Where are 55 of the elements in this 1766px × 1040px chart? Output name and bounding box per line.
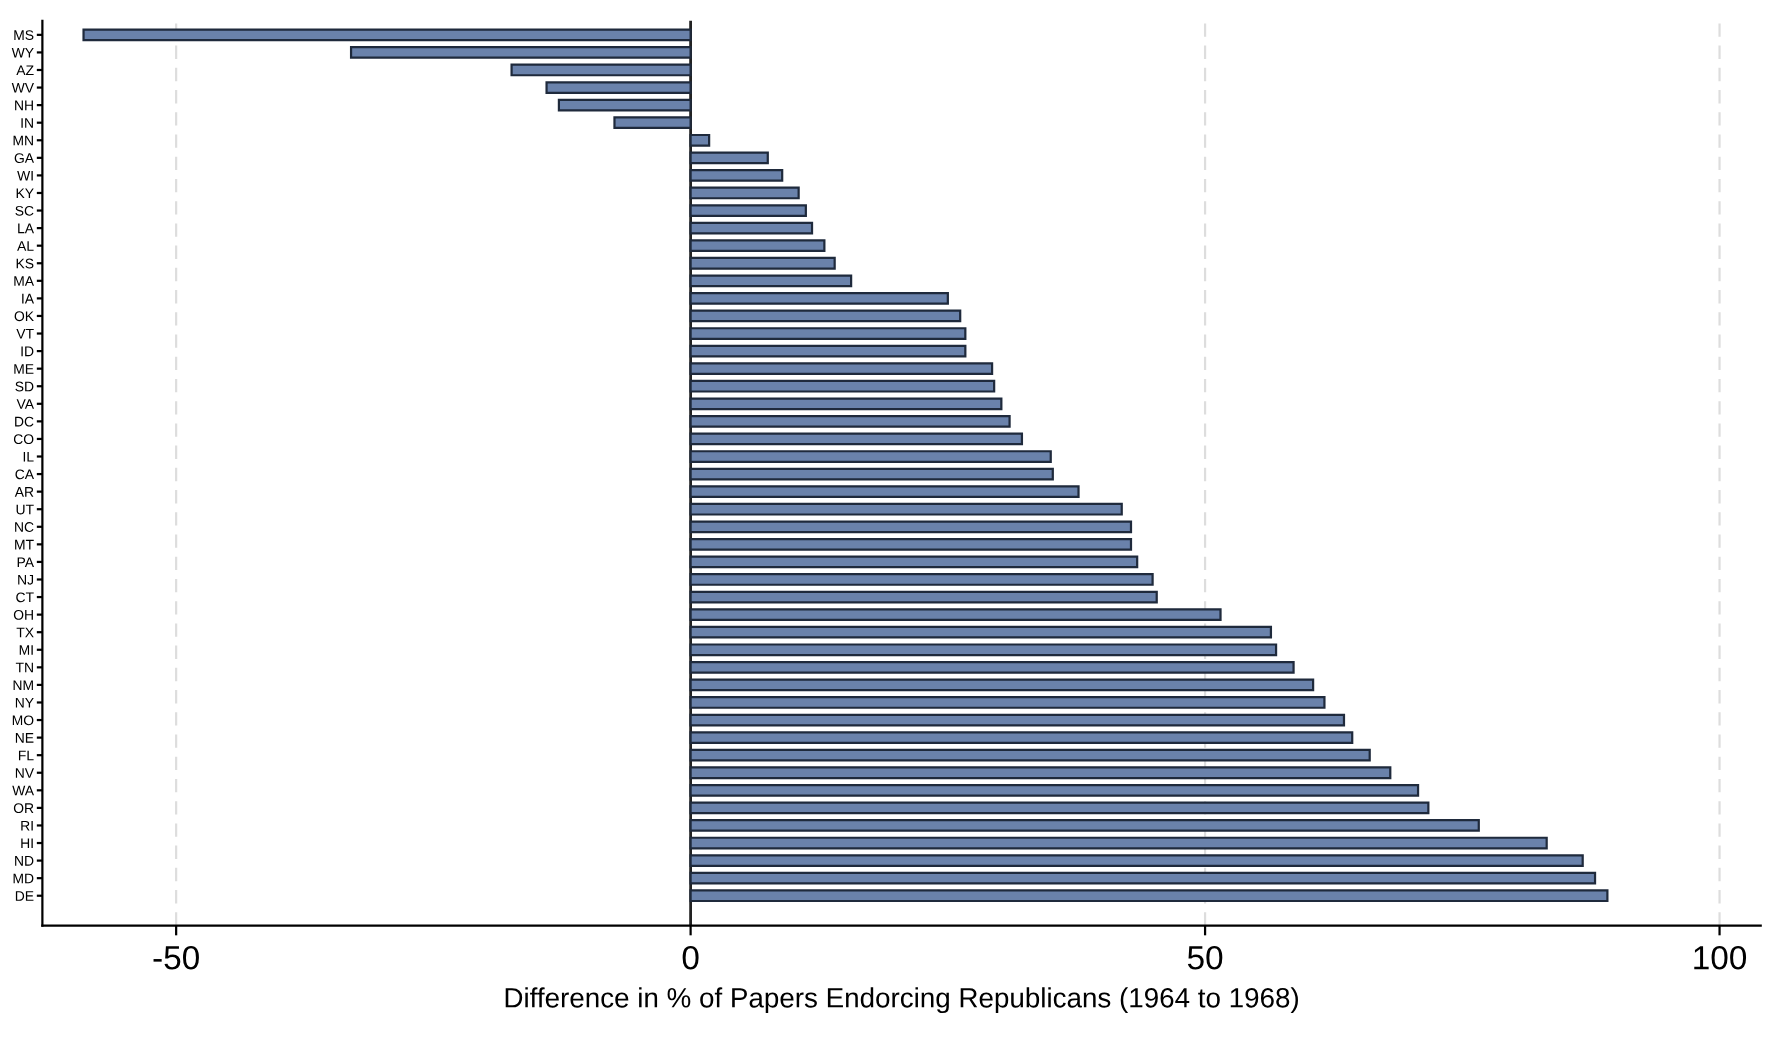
bar xyxy=(689,274,853,288)
x-tick-label: 0 xyxy=(682,945,699,970)
x-tick-label: 100 xyxy=(1694,945,1747,970)
bar xyxy=(689,731,1354,744)
bar xyxy=(689,309,962,323)
bar xyxy=(689,713,1346,727)
bar xyxy=(689,450,1052,463)
bar xyxy=(689,379,996,393)
x-tick-label: -50 xyxy=(153,945,199,970)
bar xyxy=(557,98,692,112)
bar xyxy=(349,46,692,59)
bar xyxy=(689,256,836,270)
bar xyxy=(689,608,1222,622)
bar xyxy=(689,696,1326,709)
bar xyxy=(545,81,692,94)
bar xyxy=(689,292,949,305)
bar xyxy=(689,239,826,253)
bar xyxy=(689,819,1480,832)
bar xyxy=(689,432,1024,446)
bar xyxy=(689,748,1371,762)
bar xyxy=(689,485,1080,499)
bar xyxy=(689,221,814,235)
bar xyxy=(689,186,800,200)
bar xyxy=(689,169,784,182)
bar xyxy=(689,344,967,358)
bar xyxy=(689,414,1011,428)
bar xyxy=(510,63,692,77)
bar xyxy=(689,397,1003,411)
bar xyxy=(689,590,1158,604)
bar xyxy=(689,625,1273,639)
bar xyxy=(689,854,1584,867)
bar xyxy=(689,520,1133,534)
bar xyxy=(613,116,692,130)
bar xyxy=(689,151,769,165)
bar xyxy=(689,467,1054,481)
bar xyxy=(689,362,994,376)
bar xyxy=(689,889,1609,903)
bar xyxy=(689,555,1139,569)
x-axis-title: Difference in % of Papers Endorcing Republicans (1964 to 1968) xyxy=(505,987,1298,1014)
bar xyxy=(82,28,692,42)
bar xyxy=(689,660,1295,674)
bar xyxy=(689,871,1597,885)
bar xyxy=(689,133,711,147)
bar xyxy=(689,204,807,217)
bar xyxy=(689,783,1420,797)
bar xyxy=(689,801,1430,815)
bar xyxy=(689,643,1278,657)
bar xyxy=(689,502,1123,516)
bar xyxy=(689,327,967,340)
bar xyxy=(689,678,1315,692)
x-tick-label: 50 xyxy=(1187,945,1223,970)
bar xyxy=(689,537,1133,551)
bar xyxy=(689,766,1392,780)
bar xyxy=(689,836,1548,850)
bar xyxy=(689,573,1154,586)
